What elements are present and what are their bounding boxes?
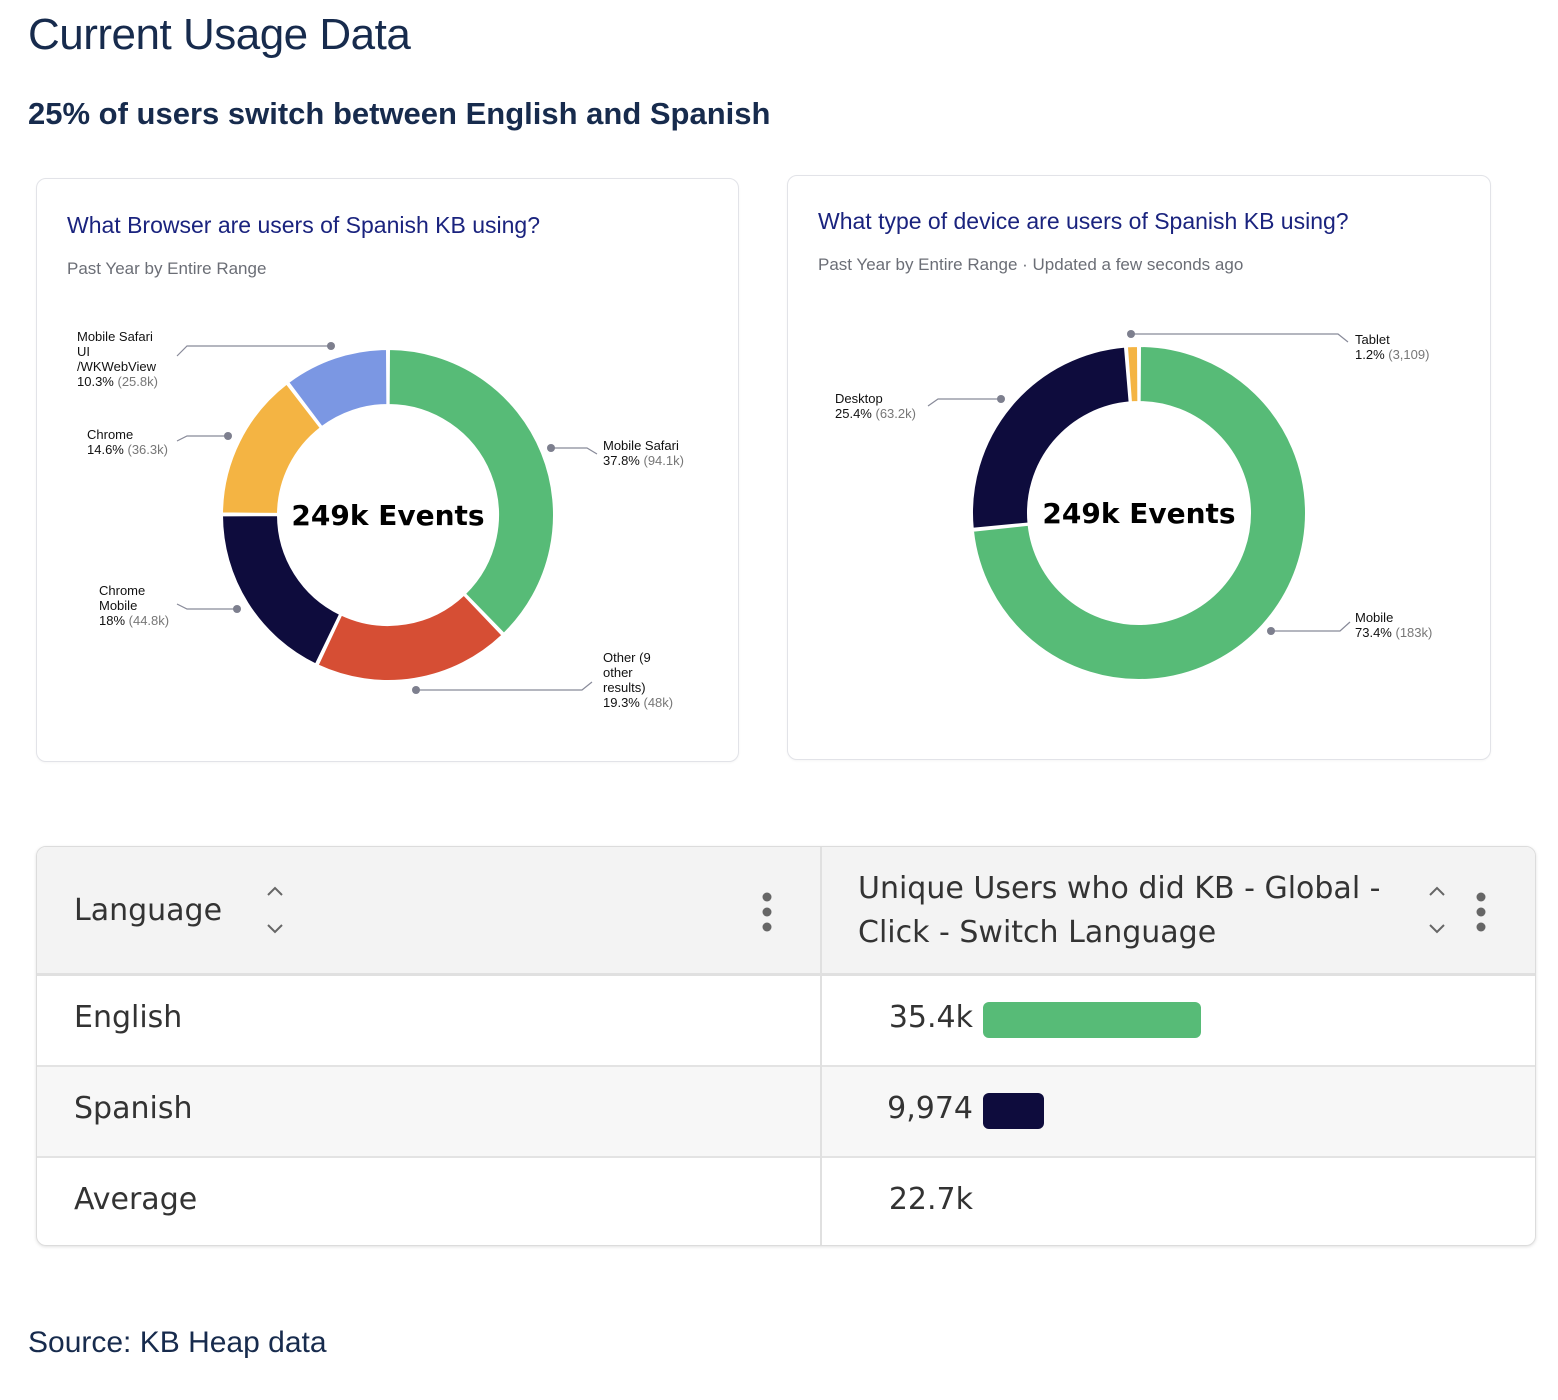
column-header-language[interactable]: Language: [74, 893, 223, 928]
leader-dot: [547, 444, 555, 452]
browser-chart-subtitle: Past Year by Entire Range: [67, 259, 267, 278]
browser-donut-chart: Mobile Safari 37.8% (94.1k) Other (9 other r…: [77, 329, 684, 710]
slice-other-9-other-results[interactable]: [316, 593, 504, 682]
device-donut-chart: Mobile 73.4% (183k) Desktop 25.4% (63.2k) Ta…: [835, 330, 1432, 681]
slice-label-mobile: Mobile 73.4% (183k): [1355, 610, 1432, 640]
slice-chrome[interactable]: [220, 382, 323, 515]
slice-label-other-9-other-results: Other (9 other results) 19.3% (48k): [603, 650, 673, 710]
slice-desktop[interactable]: [971, 345, 1131, 530]
table-row: Average 22.7k: [37, 1158, 1535, 1245]
device-chart-subtitle: Past Year by Entire Range · Updated a fe…: [818, 255, 1244, 274]
leader-dot: [233, 605, 241, 613]
leader-dot: [327, 342, 335, 350]
language-cell: Spanish: [74, 1091, 193, 1126]
value-cell: 9,974: [887, 1091, 973, 1126]
page-subtitle: 25% of users switch between English and …: [28, 96, 771, 131]
table-row: English 35.4k: [37, 976, 1535, 1067]
table-row: Spanish 9,974: [37, 1067, 1535, 1158]
slice-chrome-mobile[interactable]: [220, 514, 342, 666]
language-table: Language Unique Users who did KB - Globa…: [36, 846, 1536, 1246]
column-header-unique-users[interactable]: Unique Users who did KB - Global - Click…: [858, 871, 1381, 950]
donut-center-label: 249k Events: [291, 499, 484, 532]
device-chart-title: What type of device are users of Spanish…: [818, 208, 1349, 234]
language-cell: English: [74, 1000, 183, 1035]
slice-mobile-safari-ui-wkwebview[interactable]: [286, 347, 389, 429]
leader-line: [927, 398, 1001, 407]
source-note: Source: KB Heap data: [28, 1326, 327, 1359]
table-header: Language Unique Users who did KB - Globa…: [37, 847, 1535, 976]
donut-center-label: 249k Events: [1042, 497, 1235, 530]
column-menu-icon[interactable]: [1476, 892, 1486, 932]
value-cell: 35.4k: [888, 1000, 973, 1035]
language-cell: Average: [74, 1182, 198, 1217]
browser-chart-title: What Browser are users of Spanish KB usi…: [67, 212, 541, 238]
slice-label-chrome: Chrome 14.6% (36.3k): [87, 427, 168, 457]
slice-tablet[interactable]: [1125, 344, 1140, 404]
value-cell: 22.7k: [888, 1182, 973, 1217]
leader-line: [1271, 621, 1351, 632]
value-bar: [983, 1093, 1044, 1129]
leader-line: [176, 435, 228, 442]
leader-dot: [224, 432, 232, 440]
leader-dot: [1127, 330, 1135, 338]
slice-mobile-safari[interactable]: [387, 347, 555, 636]
leader-line: [176, 345, 331, 357]
column-divider: [820, 847, 822, 1245]
sort-icon[interactable]: [1426, 884, 1448, 936]
leader-line: [1131, 333, 1349, 343]
slice-label-mobile-safari-ui-wkwebview: Mobile Safari UI/WKWebView 10.3% (25.8k): [77, 329, 158, 389]
leader-dot: [412, 686, 420, 694]
device-chart-card: What type of device are users of Spanish…: [787, 175, 1491, 760]
page-title: Current Usage Data: [28, 10, 411, 59]
browser-chart-card: What Browser are users of Spanish KB usi…: [36, 178, 739, 762]
slice-mobile[interactable]: [971, 344, 1307, 681]
column-menu-icon[interactable]: [762, 892, 772, 932]
slice-label-chrome-mobile: Chrome Mobile 18% (44.8k): [99, 583, 169, 628]
leader-line: [176, 603, 237, 610]
leader-dot: [1267, 627, 1275, 635]
slice-label-desktop: Desktop 25.4% (63.2k): [835, 391, 916, 421]
slice-label-tablet: Tablet 1.2% (3,109): [1355, 332, 1429, 362]
slice-label-mobile-safari: Mobile Safari 37.8% (94.1k): [603, 438, 684, 468]
leader-line: [551, 447, 598, 455]
value-bar: [983, 1002, 1201, 1038]
sort-icon[interactable]: [264, 884, 286, 936]
leader-dot: [997, 395, 1005, 403]
leader-line: [416, 681, 593, 691]
